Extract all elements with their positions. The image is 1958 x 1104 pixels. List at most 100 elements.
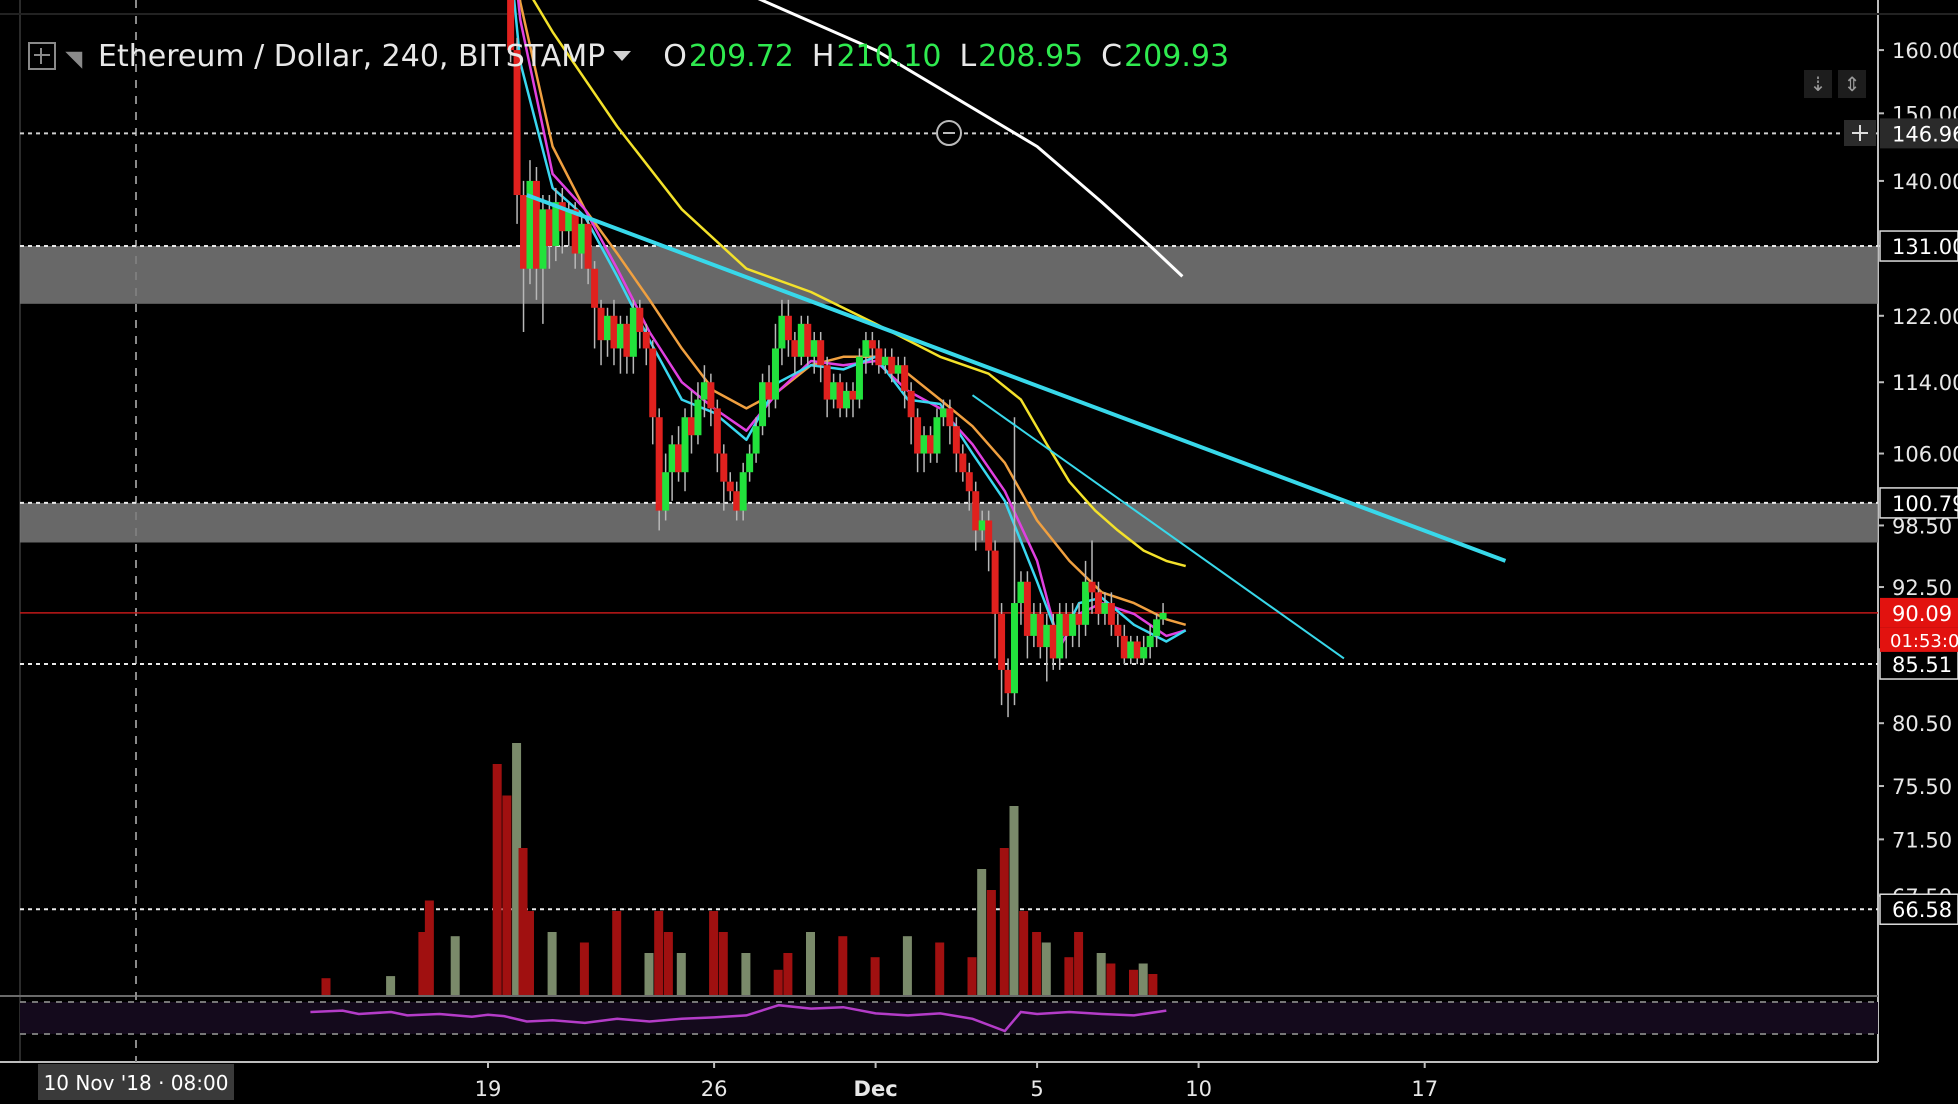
volume-bar bbox=[424, 900, 434, 995]
volume-bar bbox=[1064, 957, 1074, 995]
candle-body bbox=[843, 390, 851, 409]
candle-body bbox=[855, 356, 863, 400]
volume-bar bbox=[741, 953, 751, 995]
scroll-updown-icon[interactable]: ⇕ bbox=[1838, 70, 1866, 98]
volume-bar bbox=[902, 936, 912, 995]
candle-body bbox=[1082, 581, 1090, 625]
moving-average-2 bbox=[518, 0, 1187, 627]
candle-body bbox=[1036, 613, 1044, 648]
candle-body bbox=[927, 435, 935, 454]
candle-body bbox=[791, 340, 799, 357]
trendline-0[interactable] bbox=[526, 193, 1507, 563]
level-label: 100.79 bbox=[1892, 492, 1958, 516]
candle-body bbox=[830, 382, 838, 400]
candle-body bbox=[881, 356, 889, 366]
y-tick-label: 114.00 bbox=[1892, 371, 1958, 395]
volume-bar bbox=[870, 957, 880, 995]
y-tick-label: 80.50 bbox=[1892, 712, 1952, 736]
y-tick-label: 140.00 bbox=[1892, 170, 1958, 194]
open-label: O bbox=[663, 38, 687, 74]
y-tick-label: 75.50 bbox=[1892, 775, 1952, 799]
rsi-line bbox=[310, 1003, 1167, 1033]
candle-body bbox=[1010, 603, 1018, 694]
volume-bar bbox=[1041, 942, 1051, 995]
volume-bar bbox=[418, 932, 428, 995]
candle-body bbox=[629, 307, 637, 357]
candle-body bbox=[894, 365, 902, 374]
moving-average-0 bbox=[757, 0, 1184, 278]
moving-average-1 bbox=[532, 0, 1187, 568]
y-tick-label: 71.50 bbox=[1892, 828, 1952, 852]
x-tick-label: 10 bbox=[1185, 1077, 1212, 1101]
candle-body bbox=[726, 481, 734, 492]
expand-icon[interactable] bbox=[28, 42, 56, 70]
candle-body bbox=[746, 453, 754, 473]
low-label: L bbox=[959, 38, 977, 74]
candle-body bbox=[952, 426, 960, 454]
volume-bar bbox=[450, 936, 460, 995]
volume-bar bbox=[773, 969, 783, 995]
candle-body bbox=[1088, 581, 1096, 593]
volume-bar bbox=[1129, 969, 1138, 995]
volume-bar bbox=[502, 795, 512, 995]
candle-body bbox=[875, 348, 883, 366]
countdown-label: 01:53:0 bbox=[1890, 631, 1958, 652]
volume-bar bbox=[1019, 911, 1029, 995]
candle-body bbox=[1133, 641, 1141, 659]
candle-body bbox=[545, 209, 553, 247]
chevron-down-icon[interactable] bbox=[613, 51, 632, 61]
trendline-1[interactable] bbox=[971, 394, 1345, 660]
candle-body bbox=[700, 382, 708, 400]
candle-body bbox=[713, 408, 721, 454]
candle-body bbox=[1049, 624, 1057, 659]
level-label-box bbox=[1879, 893, 1958, 925]
candle-body bbox=[720, 453, 728, 482]
volume-bar bbox=[1138, 963, 1148, 995]
candle-body bbox=[868, 340, 876, 349]
volume-bar bbox=[935, 942, 945, 995]
candle-body bbox=[597, 307, 605, 341]
volume-bar bbox=[579, 942, 589, 995]
candle-body bbox=[552, 202, 560, 247]
candle-body bbox=[733, 491, 741, 511]
open-value: 209.72 bbox=[688, 38, 794, 74]
candle-body bbox=[565, 209, 573, 232]
scroll-down-icon[interactable]: ⇣ bbox=[1804, 70, 1832, 98]
candle-body bbox=[507, 0, 515, 51]
candle-body bbox=[649, 348, 657, 418]
collapse-icon[interactable] bbox=[65, 43, 91, 69]
candle-body bbox=[933, 417, 941, 454]
candle-body bbox=[907, 390, 915, 418]
candle-body bbox=[675, 444, 683, 473]
candle-body bbox=[1101, 603, 1109, 614]
candle-body bbox=[752, 426, 760, 454]
candle-body bbox=[604, 315, 612, 341]
level-label-box bbox=[1879, 230, 1958, 262]
x-tick-label: 17 bbox=[1411, 1077, 1438, 1101]
volume-bar bbox=[986, 890, 996, 995]
crosshair-price-box bbox=[1880, 118, 1958, 149]
candle-body bbox=[558, 202, 566, 232]
volume-bar bbox=[967, 957, 977, 995]
volume-bar bbox=[977, 869, 987, 995]
candle-body bbox=[623, 323, 631, 357]
candle-body bbox=[616, 323, 624, 349]
candle-body bbox=[1023, 581, 1031, 636]
volume-bar bbox=[654, 911, 664, 995]
volume-bar bbox=[1096, 953, 1106, 995]
candle-body bbox=[526, 180, 534, 269]
candle-body bbox=[687, 417, 695, 436]
candle-body bbox=[1107, 603, 1115, 625]
candle-body bbox=[571, 209, 579, 254]
candle-body bbox=[584, 223, 592, 269]
candle-body bbox=[849, 390, 857, 400]
y-tick-label: 160.00 bbox=[1892, 39, 1958, 63]
level-label: 85.51 bbox=[1892, 653, 1952, 677]
candle-body bbox=[998, 613, 1006, 670]
candle-body bbox=[1146, 635, 1154, 648]
x-tick-label: Dec bbox=[854, 1077, 898, 1101]
symbol-title[interactable]: Ethereum / Dollar, 240, BITSTAMP bbox=[98, 38, 606, 74]
volume-bar bbox=[321, 978, 331, 995]
candle-body bbox=[1127, 641, 1135, 659]
